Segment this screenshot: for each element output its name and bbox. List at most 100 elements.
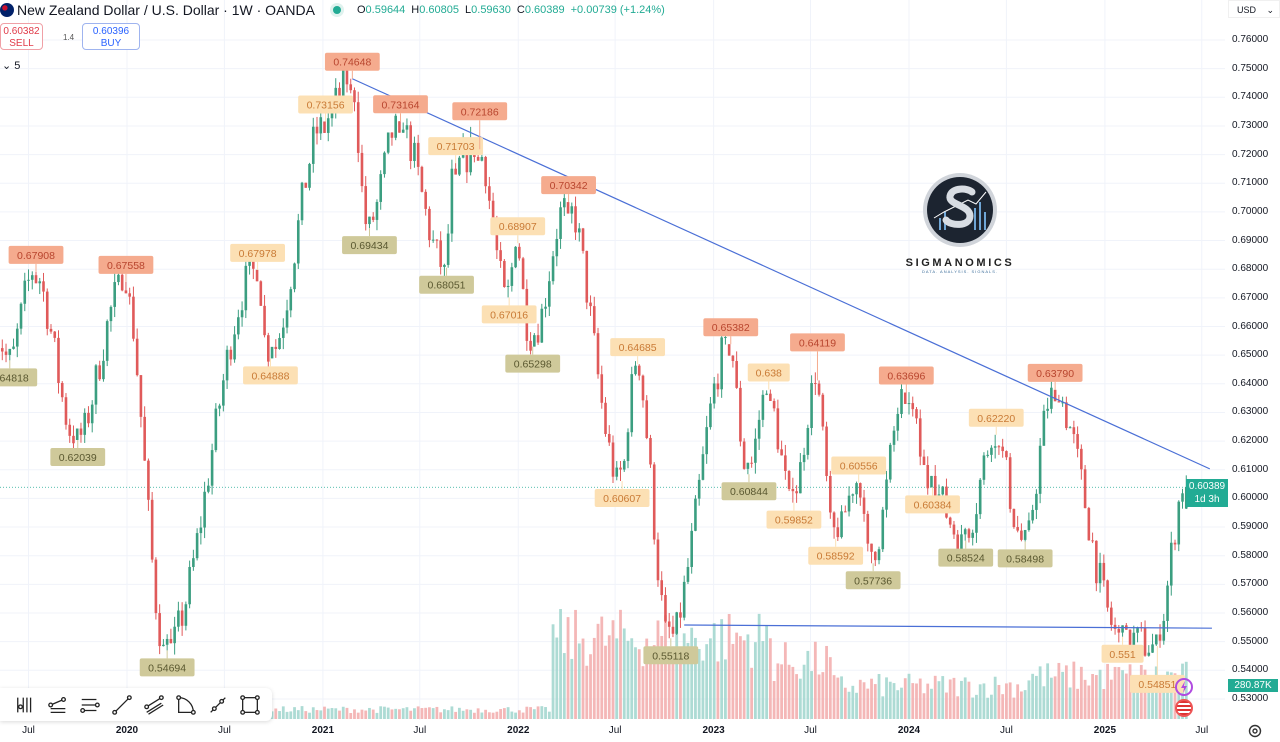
- pivot-label-low: 0.60384: [905, 487, 960, 514]
- pivot-label-low: 0.60844: [721, 474, 777, 501]
- candle-body: [1136, 627, 1139, 633]
- trendlines[interactable]: [352, 78, 1212, 629]
- volume-bar: [600, 616, 604, 719]
- candle-body: [1042, 410, 1046, 446]
- volume-bar: [738, 636, 742, 719]
- rectangle-tool[interactable]: [238, 693, 262, 717]
- candle-body: [90, 404, 94, 424]
- candle-body: [4, 351, 8, 355]
- pivot-label-text: 0.62220: [977, 413, 1015, 425]
- pitchfork-tool[interactable]: [46, 693, 70, 717]
- close-value: 0.60389: [524, 4, 565, 16]
- us-economic-event-icon[interactable]: [1175, 699, 1193, 717]
- candle-body: [600, 374, 604, 403]
- pivot-label-text: 0.65382: [712, 322, 750, 334]
- volume-bar: [529, 707, 532, 719]
- candle-body: [997, 446, 1001, 448]
- volume-bar: [461, 710, 465, 719]
- volume-bar: [997, 684, 1001, 719]
- candle-body: [281, 327, 285, 338]
- candle-body: [787, 470, 791, 489]
- candle-body: [135, 338, 139, 376]
- lightning-event-icon[interactable]: [1175, 678, 1193, 696]
- ray-tool[interactable]: [206, 693, 230, 717]
- candle-body: [888, 444, 892, 480]
- candle-body: [143, 416, 146, 461]
- candle-body: [1035, 493, 1038, 510]
- pivot-label-high: 0.68907: [490, 217, 546, 244]
- volume-bar: [1020, 691, 1023, 719]
- volume-bar: [862, 682, 866, 719]
- pivot-label-low: 0.54694: [139, 650, 195, 677]
- candle-body: [124, 290, 128, 294]
- volume-bar: [907, 673, 911, 719]
- candle-body: [315, 126, 319, 134]
- volume-bar: [660, 635, 664, 719]
- candle-body: [109, 306, 113, 322]
- pivot-label-high: 0.67558: [98, 255, 154, 282]
- trend-line-tool[interactable]: [110, 693, 134, 717]
- pivot-label-box: [230, 243, 286, 262]
- volume-bar: [993, 676, 997, 719]
- candle-body: [622, 460, 626, 470]
- candle-body: [431, 239, 435, 241]
- pivot-label-box: [419, 275, 474, 294]
- parallel-lines-tool[interactable]: [78, 693, 102, 717]
- volume-bar: [664, 615, 667, 719]
- time-tick: 2021: [311, 725, 335, 736]
- candle-body: [619, 467, 622, 470]
- volume-bar: [491, 712, 495, 719]
- pivot-label-text: 0.60844: [730, 486, 768, 498]
- candle-body: [98, 365, 102, 380]
- candle-body: [724, 337, 727, 339]
- pivot-label-box: [139, 658, 195, 677]
- buy-button[interactable]: 0.60396 BUY: [82, 23, 140, 50]
- sell-button[interactable]: 0.60382 SELL: [0, 23, 43, 50]
- candle-body: [799, 462, 802, 494]
- candle-body: [1020, 530, 1023, 540]
- candle-body: [177, 610, 180, 627]
- pivot-label-text: 0.74648: [333, 57, 371, 69]
- fib-retracement-tool[interactable]: [14, 693, 38, 717]
- volume-bar: [1053, 676, 1057, 719]
- pivot-label-high: 0.63790: [1027, 363, 1083, 390]
- candle-body: [345, 67, 349, 85]
- volume-bar: [1034, 675, 1038, 719]
- currency-selector[interactable]: USD ⌄: [1228, 0, 1280, 18]
- volume-bar: [825, 645, 828, 719]
- parallel-channel-tool[interactable]: [142, 693, 166, 717]
- volume-bar: [1072, 661, 1076, 719]
- price-tick: 0.58000: [1232, 549, 1269, 561]
- candle-body: [990, 447, 993, 455]
- pivot-label-box: [831, 456, 887, 475]
- ray-icon: [210, 696, 226, 713]
- chevron-down-icon: ⌄: [1266, 5, 1274, 15]
- lightning-icon: [1181, 681, 1187, 693]
- drawing-toolbar: [0, 688, 272, 721]
- volume-bar: [506, 707, 510, 719]
- volume-bar: [915, 683, 918, 719]
- sigmanomics-logo: SIGMANOMICS DATA. ANALYSIS. SIGNALS.: [900, 172, 1020, 274]
- pivot-label-low: 0.64888: [243, 358, 298, 385]
- volume-bar: [525, 706, 529, 719]
- arc-tool[interactable]: [174, 693, 198, 717]
- candle-body: [165, 638, 169, 645]
- gear-icon[interactable]: [1247, 723, 1263, 739]
- volume-bar: [517, 710, 521, 719]
- candle-body: [218, 405, 221, 409]
- volume-bar: [532, 709, 536, 719]
- candle-body: [761, 394, 765, 420]
- candle-body: [476, 156, 480, 161]
- indicators-toggle[interactable]: ⌄ 5: [2, 59, 20, 72]
- pivot-label-high: 0.64685: [610, 338, 666, 365]
- candle-body: [353, 90, 356, 103]
- candle-body: [847, 495, 851, 512]
- candle-body: [604, 402, 607, 434]
- candle-body: [27, 279, 30, 281]
- volume-bar: [843, 687, 847, 719]
- volume-bar: [547, 711, 551, 719]
- symbol-title[interactable]: New Zealand Dollar / U.S. Dollar · 1W · …: [17, 2, 315, 18]
- volume-bar: [443, 709, 446, 719]
- volume-bar: [1124, 673, 1128, 719]
